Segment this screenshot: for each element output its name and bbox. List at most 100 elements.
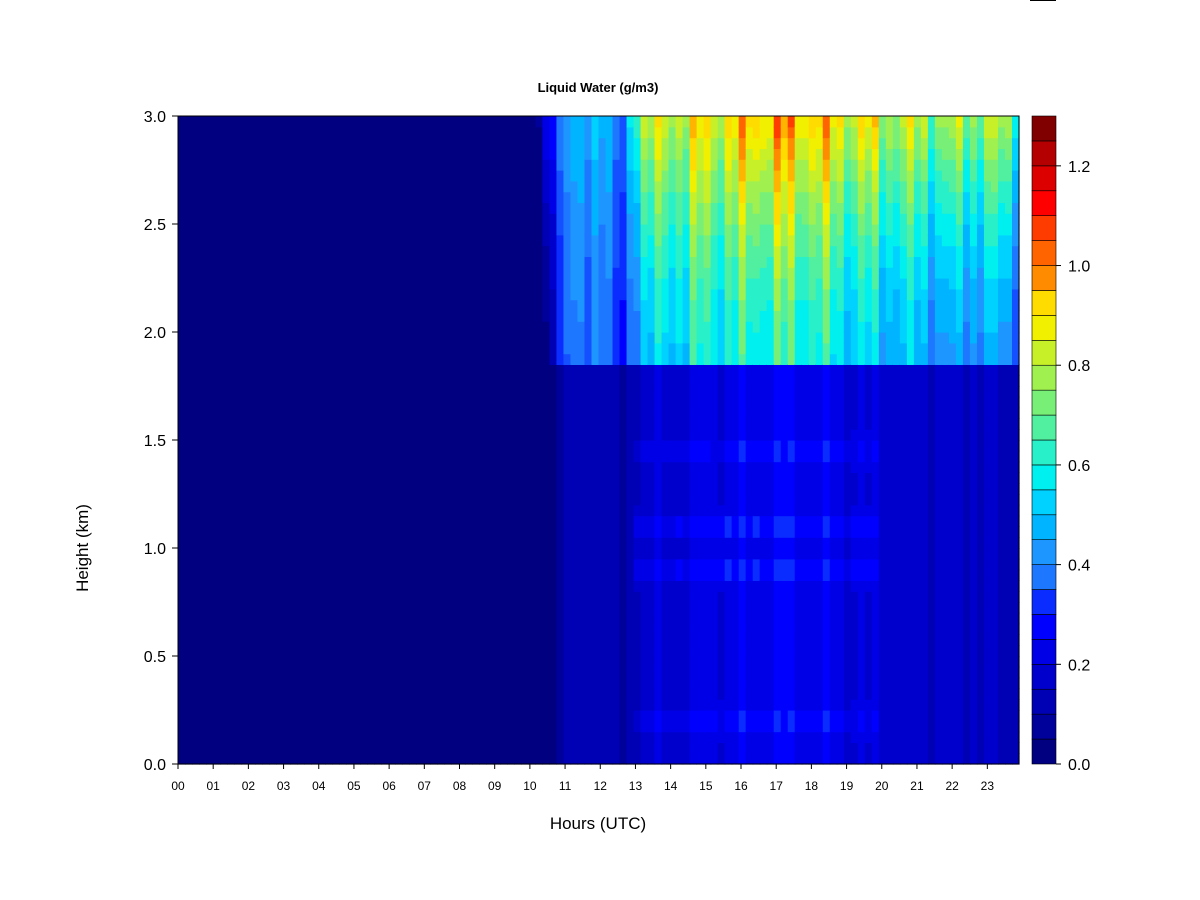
heatmap-cell xyxy=(535,634,544,646)
heatmap-cell xyxy=(570,288,579,301)
heatmap-cell xyxy=(528,170,537,182)
heatmap-cell xyxy=(213,191,221,203)
heatmap-cell xyxy=(318,234,326,247)
heatmap-cell xyxy=(640,137,649,149)
heatmap-cell xyxy=(514,245,523,257)
heatmap-cell xyxy=(535,288,544,301)
heatmap-cell xyxy=(493,191,501,203)
heatmap-cell xyxy=(437,526,445,538)
heatmap-cell xyxy=(542,375,551,387)
heatmap-cell xyxy=(661,137,670,149)
heatmap-cell xyxy=(584,537,593,549)
heatmap-cell xyxy=(451,170,459,182)
heatmap-cell xyxy=(710,256,719,268)
heatmap-cell xyxy=(304,623,312,635)
heatmap-cell xyxy=(451,537,459,549)
heatmap-cell xyxy=(668,213,677,225)
heatmap-cell xyxy=(430,569,438,581)
heatmap-cell xyxy=(514,234,523,247)
heatmap-cell xyxy=(493,483,501,495)
heatmap-cell xyxy=(444,623,452,635)
heatmap-cell xyxy=(360,288,368,301)
heatmap-cell xyxy=(311,623,319,635)
heatmap-cell xyxy=(325,407,333,419)
heatmap-cell xyxy=(528,580,537,592)
heatmap-cell xyxy=(626,386,635,398)
heatmap-cell xyxy=(360,310,368,322)
heatmap-cell xyxy=(640,170,649,182)
heatmap-cell xyxy=(682,710,691,722)
heatmap-cell xyxy=(731,170,740,182)
heatmap-cell xyxy=(409,386,417,398)
heatmap-cell xyxy=(388,623,396,635)
heatmap-cell xyxy=(605,569,614,581)
heatmap-cell xyxy=(423,332,431,344)
heatmap-cell xyxy=(178,742,186,754)
heatmap-cell xyxy=(416,634,424,646)
heatmap-cell xyxy=(577,180,586,193)
heatmap-cell xyxy=(556,310,565,322)
heatmap-cell xyxy=(640,116,649,128)
heatmap-cell xyxy=(689,526,698,538)
heatmap-cell xyxy=(493,580,501,592)
heatmap-cell xyxy=(430,461,438,473)
heatmap-cell xyxy=(542,213,551,225)
heatmap-cell xyxy=(311,407,319,419)
heatmap-cell xyxy=(220,116,228,128)
heatmap-cell xyxy=(241,656,249,668)
heatmap-cell xyxy=(591,137,600,149)
heatmap-cell xyxy=(206,332,214,344)
heatmap-cell xyxy=(318,213,326,225)
heatmap-cell xyxy=(234,440,242,452)
heatmap-cell xyxy=(724,731,733,743)
heatmap-cell xyxy=(612,332,621,344)
heatmap-cell xyxy=(234,548,242,560)
heatmap-cell xyxy=(724,137,733,149)
heatmap-cell xyxy=(241,299,249,311)
heatmap-cell xyxy=(262,386,270,398)
heatmap-cell xyxy=(262,515,270,527)
heatmap-cell xyxy=(724,569,733,581)
heatmap-cell xyxy=(556,137,565,149)
heatmap-cell xyxy=(325,256,333,268)
heatmap-cell xyxy=(423,710,431,722)
heatmap-cell xyxy=(556,396,565,409)
heatmap-cell xyxy=(682,742,691,754)
heatmap-cell xyxy=(731,375,740,387)
heatmap-cell xyxy=(290,742,298,754)
heatmap-cell xyxy=(738,612,747,625)
heatmap-cell xyxy=(717,483,726,495)
heatmap-cell xyxy=(290,656,298,668)
heatmap-cell xyxy=(255,267,263,279)
heatmap-cell xyxy=(556,256,565,268)
heatmap-cell xyxy=(409,537,417,549)
heatmap-cell xyxy=(682,483,691,495)
heatmap-cell xyxy=(661,612,670,625)
heatmap-cell xyxy=(731,666,740,679)
heatmap-cell xyxy=(276,558,284,571)
heatmap-cell xyxy=(563,720,572,733)
heatmap-cell xyxy=(549,148,558,160)
heatmap-cell xyxy=(717,180,726,193)
heatmap-cell xyxy=(185,753,193,765)
heatmap-cell xyxy=(346,558,354,571)
heatmap-cell xyxy=(227,418,235,430)
heatmap-cell xyxy=(325,526,333,538)
heatmap-cell xyxy=(297,148,305,160)
heatmap-cell xyxy=(633,288,642,301)
heatmap-cell xyxy=(535,699,544,711)
heatmap-cell xyxy=(297,267,305,279)
heatmap-cell xyxy=(220,321,228,333)
heatmap-cell xyxy=(185,364,193,376)
heatmap-cell xyxy=(752,666,761,679)
heatmap-cell xyxy=(360,580,368,592)
heatmap-cell xyxy=(192,267,200,279)
heatmap-cell xyxy=(297,450,305,463)
heatmap-cell xyxy=(346,191,354,203)
heatmap-cell xyxy=(647,612,656,625)
heatmap-cell xyxy=(227,407,235,419)
heatmap-cell xyxy=(276,645,284,657)
heatmap-cell xyxy=(360,364,368,376)
heatmap-cell xyxy=(388,396,396,409)
heatmap-cell xyxy=(318,634,326,646)
